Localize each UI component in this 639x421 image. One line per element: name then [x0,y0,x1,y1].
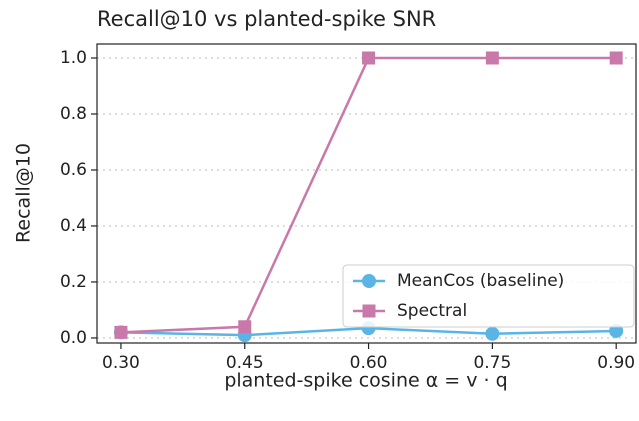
legend-box [342,264,635,328]
chart-title: Recall@10 vs planted-spike SNR [97,7,436,31]
x-tick-label: 0.60 [350,353,388,373]
x-axis-label: planted-spike cosine α = v · q [224,370,507,392]
y-tick-label: 0.8 [60,104,87,124]
y-tick-label: 0.0 [60,328,87,348]
legend-marker [362,274,376,288]
data-point [609,51,623,65]
x-tick-label: 0.30 [102,353,140,373]
y-tick-label: 0.2 [60,272,87,292]
y-tick-label: 0.4 [60,216,87,236]
legend-marker [362,304,376,318]
x-tick-label: 0.45 [226,353,264,373]
x-tick-label: 0.90 [597,353,635,373]
plot-frame [96,43,637,344]
legend-label: Spectral [397,301,467,321]
y-tick-label: 1.0 [60,48,87,68]
y-tick-label: 0.6 [60,160,87,180]
y-axis-label: Recall@10 [13,143,35,243]
legend: MeanCos (baseline) Spectral [342,264,635,328]
data-point [362,51,376,65]
data-point [114,325,128,339]
data-point [238,320,252,334]
data-point [485,326,500,341]
x-tick-label: 0.75 [473,353,511,373]
legend-label: MeanCos (baseline) [397,271,564,291]
data-point [485,51,499,65]
